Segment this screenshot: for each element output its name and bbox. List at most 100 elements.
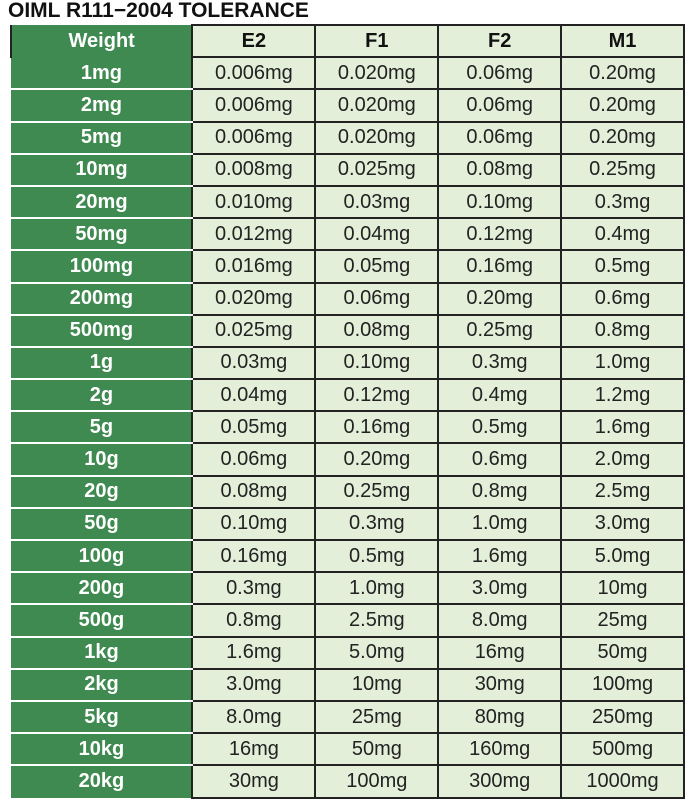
tolerance-cell: 0.06mg xyxy=(314,281,440,316)
table-row: 200mg 0.020mg 0.06mg 0.20mg 0.6mg xyxy=(10,281,685,316)
tolerance-cell: 0.10mg xyxy=(314,345,440,381)
tolerance-cell: 0.04mg xyxy=(191,378,317,413)
tolerance-cell: 2.5mg xyxy=(314,603,440,638)
tolerance-cell: 10mg xyxy=(314,667,440,702)
weight-cell: 10mg xyxy=(10,153,194,187)
tolerance-cell: 0.006mg xyxy=(191,88,317,123)
tolerance-cell: 0.016mg xyxy=(191,249,317,284)
tolerance-cell: 0.3mg xyxy=(191,571,317,606)
tolerance-cell: 0.20mg xyxy=(314,442,440,477)
tolerance-cell: 0.08mg xyxy=(437,152,563,187)
tolerance-cell: 0.020mg xyxy=(314,120,440,155)
tolerance-cell: 0.010mg xyxy=(191,184,317,220)
table-row: 5kg 8.0mg 25mg 80mg 250mg xyxy=(10,699,685,735)
weight-cell: 5g xyxy=(10,410,194,445)
table-row: 10kg 16mg 50mg 160mg 500mg xyxy=(10,732,685,767)
weight-cell: 500g xyxy=(10,603,194,638)
table-row: 10g 0.06mg 0.20mg 0.6mg 2.0mg xyxy=(10,442,685,477)
tolerance-cell: 1.6mg xyxy=(191,635,317,670)
tolerance-cell: 0.8mg xyxy=(437,474,563,509)
tolerance-cell: 10mg xyxy=(560,571,685,606)
tolerance-cell: 0.06mg xyxy=(437,120,563,155)
tolerance-cell: 0.006mg xyxy=(191,120,317,155)
weight-cell: 1g xyxy=(10,346,194,381)
tolerance-cell: 0.06mg xyxy=(191,442,317,477)
table-row: 50mg 0.012mg 0.04mg 0.12mg 0.4mg xyxy=(10,217,685,252)
weight-cell: 100mg xyxy=(10,249,194,284)
tolerance-cell: 0.08mg xyxy=(314,313,440,348)
tolerance-cell: 1.0mg xyxy=(437,506,563,542)
tolerance-cell: 0.20mg xyxy=(560,88,685,123)
table-row: 1g 0.03mg 0.10mg 0.3mg 1.0mg xyxy=(10,345,685,381)
tolerance-cell: 0.008mg xyxy=(191,152,317,187)
weight-cell: 20kg xyxy=(10,764,194,799)
weight-cell: 100g xyxy=(10,539,194,574)
weight-cell: 20g xyxy=(10,475,194,509)
tolerance-cell: 0.20mg xyxy=(560,56,685,91)
tolerance-cell: 300mg xyxy=(437,764,563,799)
weight-cell: 500mg xyxy=(10,314,194,348)
table-row: 5g 0.05mg 0.16mg 0.5mg 1.6mg xyxy=(10,410,685,445)
weight-cell: 1kg xyxy=(10,636,194,670)
tolerance-cell: 0.25mg xyxy=(560,152,685,187)
tolerance-cell: 0.25mg xyxy=(314,474,440,509)
table-row: 200g 0.3mg 1.0mg 3.0mg 10mg xyxy=(10,571,685,606)
tolerance-cell: 0.020mg xyxy=(191,281,317,316)
weight-cell: 2g xyxy=(10,378,194,413)
tolerance-cell: 0.10mg xyxy=(437,184,563,220)
tolerance-cell: 0.020mg xyxy=(314,88,440,123)
header-row: Weight E2 F1 F2 M1 xyxy=(9,23,685,59)
tolerance-cell: 0.16mg xyxy=(314,410,440,445)
weight-cell: 200mg xyxy=(10,281,194,316)
tolerance-cell: 0.3mg xyxy=(314,506,440,542)
tolerance-cell: 16mg xyxy=(191,732,317,767)
table-row: 20kg 30mg 100mg 300mg 1000mg xyxy=(10,764,685,799)
weight-cell: 10kg xyxy=(10,732,194,767)
weight-cell: 200g xyxy=(10,571,194,606)
tolerance-cell: 160mg xyxy=(437,732,563,767)
weight-cell: 5mg xyxy=(10,121,194,155)
tolerance-cell: 0.06mg xyxy=(437,56,563,91)
table-row: 50g 0.10mg 0.3mg 1.0mg 3.0mg xyxy=(10,506,685,542)
table-row: 2kg 3.0mg 10mg 30mg 100mg xyxy=(10,667,685,702)
weight-cell: 10g xyxy=(10,442,194,477)
page-title: OIML R111−2004 TOLERANCE xyxy=(8,0,309,22)
tolerance-cell: 5.0mg xyxy=(314,635,440,670)
tolerance-cell: 5.0mg xyxy=(560,538,685,574)
tolerance-cell: 30mg xyxy=(191,764,317,799)
tolerance-cell: 25mg xyxy=(314,699,440,735)
table-row: 20mg 0.010mg 0.03mg 0.10mg 0.3mg xyxy=(10,184,685,220)
tolerance-cell: 1000mg xyxy=(560,764,685,799)
table-row: 5mg 0.006mg 0.020mg 0.06mg 0.20mg xyxy=(10,120,685,155)
weight-cell: 20mg xyxy=(10,185,194,220)
tolerance-cell: 0.4mg xyxy=(560,217,685,252)
table-row: 20g 0.08mg 0.25mg 0.8mg 2.5mg xyxy=(10,474,685,509)
column-header-f2: F2 xyxy=(437,23,563,59)
table-row: 500mg 0.025mg 0.08mg 0.25mg 0.8mg xyxy=(10,313,685,348)
tolerance-cell: 1.6mg xyxy=(560,410,685,445)
tolerance-cell: 100mg xyxy=(314,764,440,799)
tolerance-cell: 0.5mg xyxy=(437,410,563,445)
tolerance-cell: 0.08mg xyxy=(191,474,317,509)
tolerance-cell: 0.6mg xyxy=(560,281,685,316)
tolerance-cell: 3.0mg xyxy=(560,506,685,542)
weight-cell: 50mg xyxy=(10,217,194,252)
tolerance-cell: 0.3mg xyxy=(437,345,563,381)
tolerance-cell: 8.0mg xyxy=(437,603,563,638)
column-header-f1: F1 xyxy=(314,23,440,59)
tolerance-cell: 0.12mg xyxy=(437,217,563,252)
column-header-e2: E2 xyxy=(191,23,317,59)
tolerance-cell: 500mg xyxy=(560,732,685,767)
tolerance-cell: 0.06mg xyxy=(437,88,563,123)
tolerance-cell: 25mg xyxy=(560,603,685,638)
tolerance-cell: 0.3mg xyxy=(560,184,685,220)
tolerance-cell: 0.03mg xyxy=(314,184,440,220)
tolerance-cell: 0.10mg xyxy=(191,506,317,542)
table-row: 100g 0.16mg 0.5mg 1.6mg 5.0mg xyxy=(10,538,685,574)
tolerance-cell: 2.0mg xyxy=(560,442,685,477)
tolerance-cell: 0.020mg xyxy=(314,56,440,91)
tolerance-cell: 0.5mg xyxy=(560,249,685,284)
tolerance-table: Weight E2 F1 F2 M1 1mg 0.006mg 0.020mg 0.06mg 0.… xyxy=(9,23,685,799)
tolerance-cell: 1.2mg xyxy=(560,378,685,413)
tolerance-cell: 0.25mg xyxy=(437,313,563,348)
